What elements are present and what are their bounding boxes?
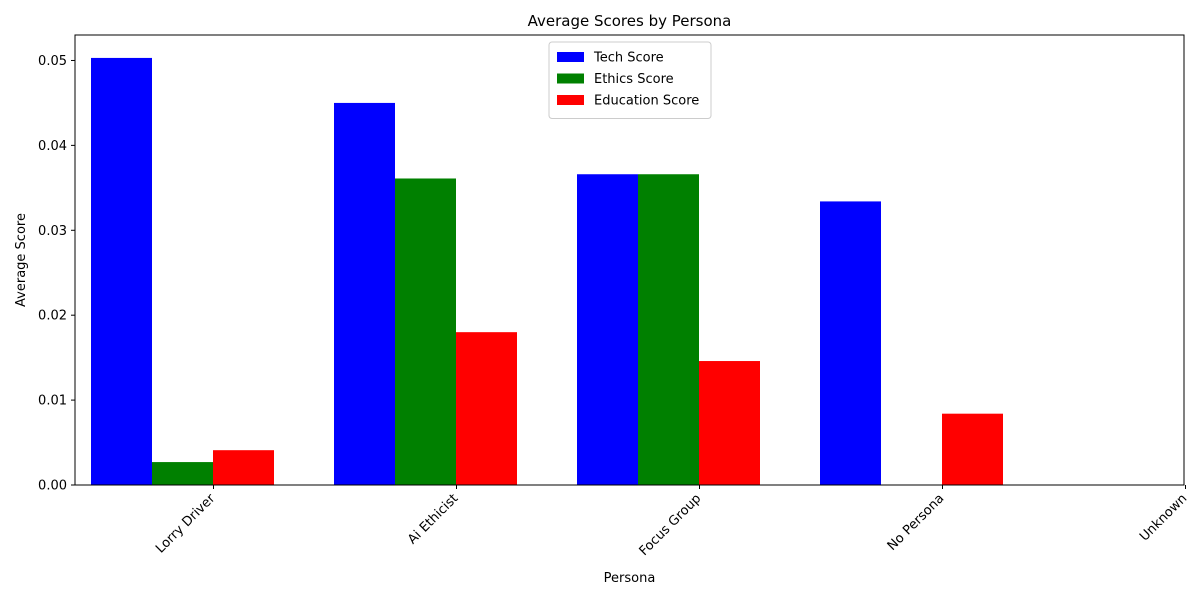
x-axis-label: Persona bbox=[604, 571, 656, 586]
y-axis-ticks: 0.00 0.01 0.02 0.03 0.04 0.05 bbox=[38, 54, 75, 494]
bar-tech-score-no-persona bbox=[820, 201, 881, 485]
legend-swatch bbox=[557, 52, 584, 62]
bars-group bbox=[91, 57, 1003, 485]
legend-label: Education Score bbox=[594, 94, 699, 109]
x-tick-label: No Persona bbox=[885, 491, 948, 554]
y-axis-label: Average Score bbox=[14, 213, 29, 307]
y-tick-label: 0.04 bbox=[38, 139, 67, 154]
bar-education-score-lorry-driver bbox=[213, 450, 274, 485]
legend-label: Ethics Score bbox=[594, 72, 674, 87]
bar-tech-score-ai-ethicist bbox=[334, 102, 395, 485]
x-tick-label: Ai Ethicist bbox=[405, 491, 461, 547]
legend-swatch bbox=[557, 73, 584, 84]
x-tick-label: Unknown bbox=[1137, 491, 1190, 544]
bar-ethics-score-lorry-driver bbox=[152, 462, 213, 485]
chart-title: Average Scores by Persona bbox=[528, 12, 732, 30]
bar-tech-score-focus-group bbox=[577, 174, 638, 485]
bar-education-score-ai-ethicist bbox=[456, 332, 517, 485]
y-tick-label: 0.01 bbox=[38, 394, 67, 409]
x-tick-label: Lorry Driver bbox=[153, 491, 219, 557]
plot-frame bbox=[74, 34, 1185, 486]
bar-ethics-score-ai-ethicist bbox=[395, 178, 456, 485]
bar-education-score-focus-group bbox=[699, 361, 760, 485]
y-tick-label: 0.00 bbox=[38, 479, 67, 494]
legend-label: Tech Score bbox=[593, 51, 664, 66]
y-tick-label: 0.05 bbox=[38, 54, 67, 69]
legend-box bbox=[548, 41, 712, 119]
y-tick-label: 0.02 bbox=[38, 309, 67, 324]
bar-tech-score-lorry-driver bbox=[91, 57, 152, 485]
y-tick-label: 0.03 bbox=[38, 224, 67, 239]
x-axis-ticks: Lorry Driver Ai Ethicist Focus Group No Per… bbox=[153, 485, 1190, 559]
bar-ethics-score-focus-group bbox=[638, 174, 699, 485]
x-tick-label: Focus Group bbox=[637, 491, 705, 559]
bar-education-score-no-persona bbox=[942, 413, 1003, 485]
legend: Tech Score Ethics Score Education Score bbox=[548, 41, 712, 119]
legend-swatch bbox=[557, 95, 584, 105]
